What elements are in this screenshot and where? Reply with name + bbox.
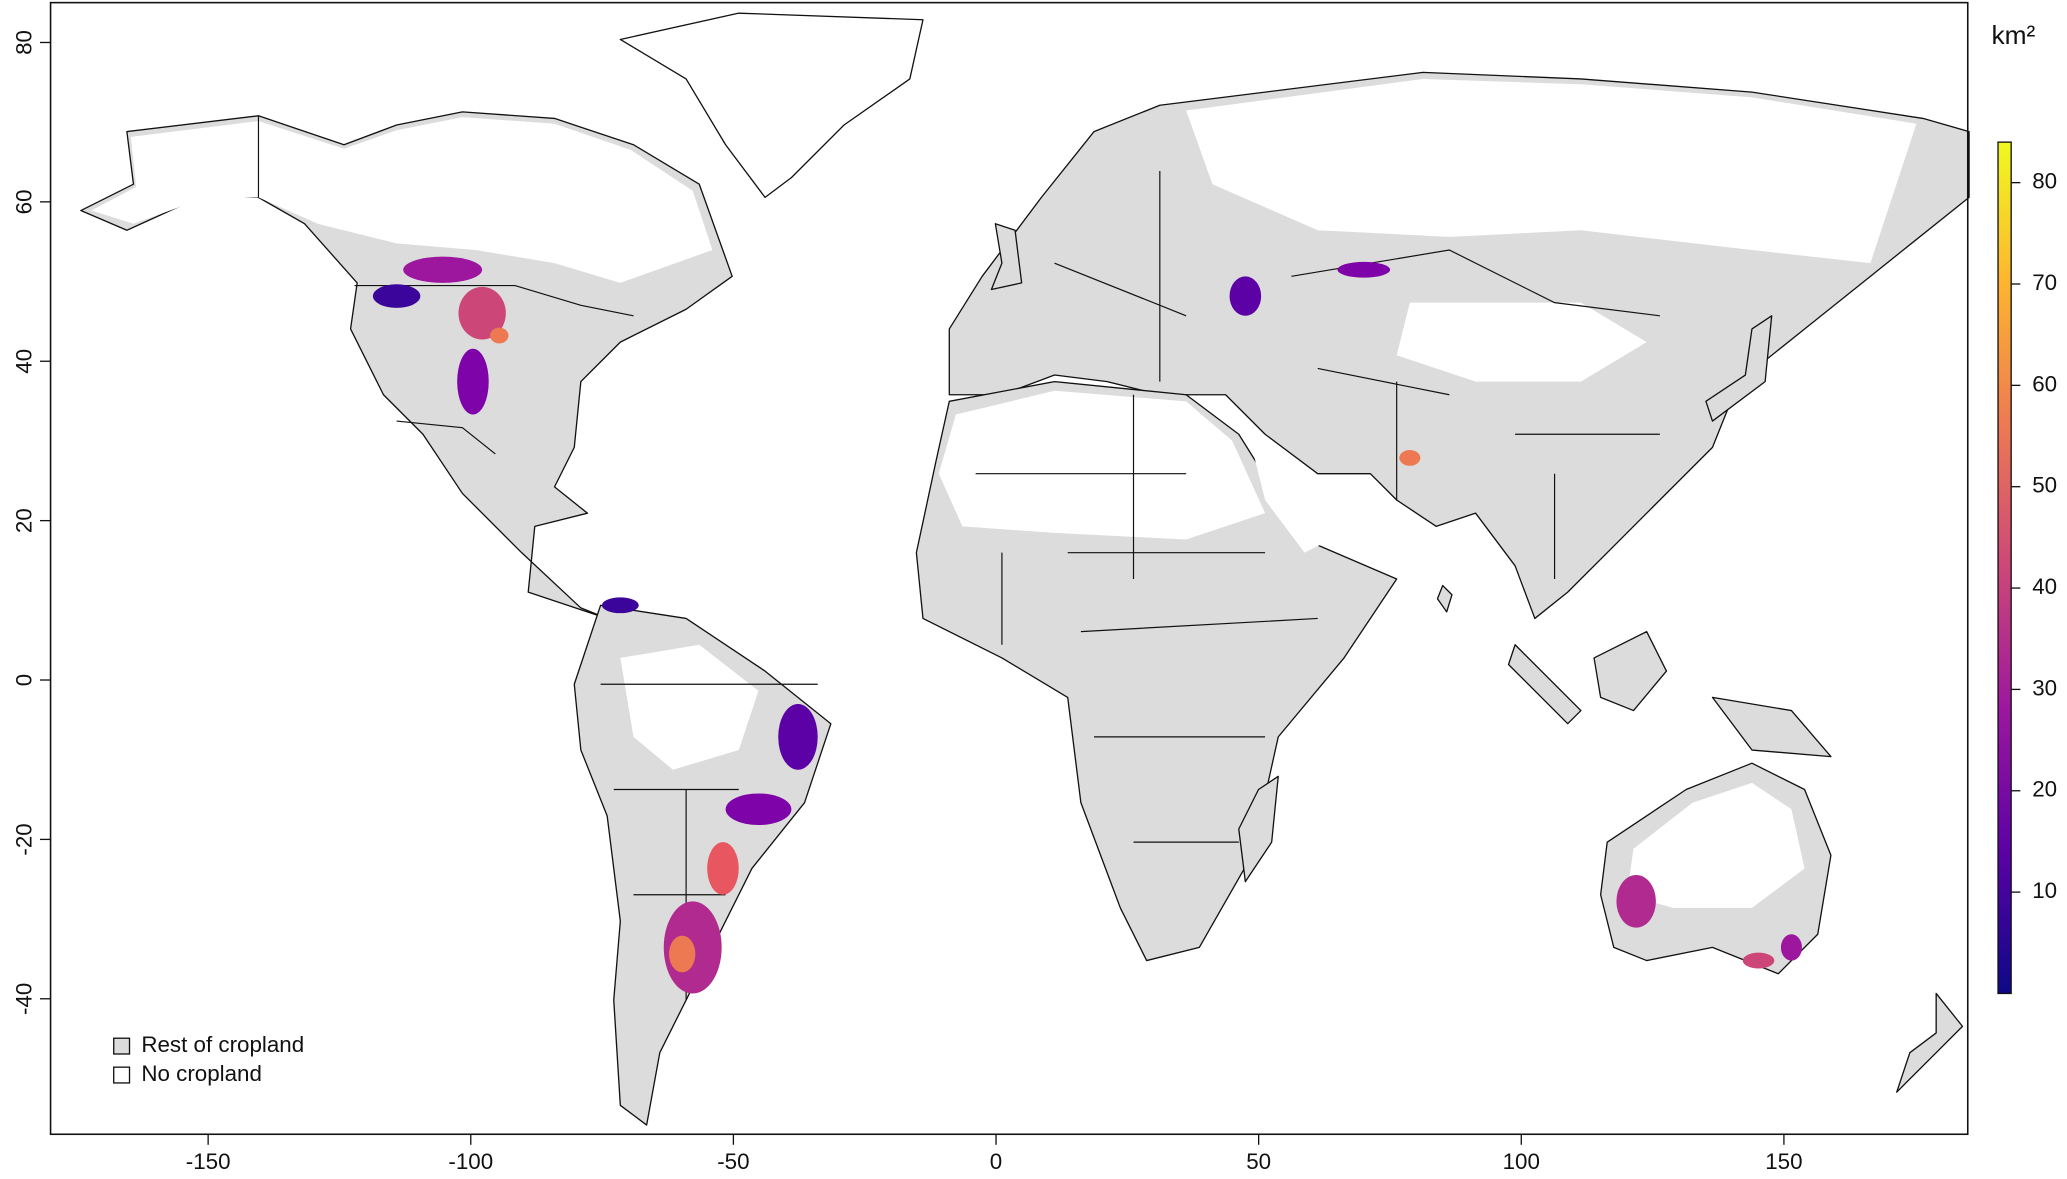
britain [990,223,1023,291]
colorbar-tick-label: 10 [2032,878,2057,903]
greenland [619,12,924,199]
african-borders [975,394,1318,843]
colorbar-tick-label: 30 [2032,675,2057,700]
hotspot [403,256,483,283]
cropland-hotspots [372,256,1802,994]
colorbar-tick-label: 50 [2032,473,2057,498]
eurasian-borders [1054,171,1660,579]
y-tick-label: -20 [11,823,36,855]
sri-lanka [1436,584,1453,613]
hotspot [1780,934,1802,961]
north-america-no-crop [91,117,713,283]
colorbar [1997,141,2012,995]
legend-label: No cropland [141,1061,262,1086]
y-tick-label: -40 [11,983,36,1015]
colorbar-tick-label: 60 [2032,371,2057,396]
hotspot [458,286,506,340]
y-tick-label: 40 [11,349,36,374]
hotspot [457,348,489,415]
hotspot [669,935,696,973]
new-guinea [1711,696,1832,758]
hotspot [1399,450,1421,466]
landmasses [80,12,1970,1126]
sumatra [1507,644,1582,725]
central-asia-no-crop [1396,302,1647,382]
hotspot [707,842,739,895]
x-tick-label: -150 [186,1149,231,1174]
amazon-no-crop [620,644,759,770]
legend-swatch [113,1066,131,1084]
x-tick-label: 50 [1246,1149,1271,1174]
australia-no-crop [1626,782,1805,908]
x-tick-label: -50 [717,1149,749,1174]
legend-swatch [113,1037,131,1055]
borders [257,115,1660,1001]
colorbar-tick-label: 20 [2032,777,2057,802]
south-american-borders [600,683,818,1001]
y-tick-label: 60 [11,189,36,214]
hotspot [490,327,509,344]
plot-frame [49,1,1969,1136]
colorbar-title: km² [1991,20,2035,50]
legend-label: Rest of cropland [141,1032,304,1057]
y-tick-label: 20 [11,508,36,533]
us-canada-border [257,115,634,317]
hotspot [1742,952,1775,969]
hotspot [372,284,421,308]
hotspot [1229,276,1262,316]
arabia-no-crop [1251,447,1358,553]
x-tick-label: 150 [1765,1149,1802,1174]
colorbar-tick-label: 70 [2032,270,2057,295]
colorbar-tick-label: 40 [2032,574,2057,599]
sahara-no-crop [938,390,1266,540]
japan [1705,315,1773,422]
us-mexico-border [396,420,496,455]
hotspot [778,703,818,770]
x-tick-label: -100 [448,1149,493,1174]
borneo [1593,630,1668,712]
hotspot [1337,261,1391,278]
y-tick-label: 80 [11,30,36,55]
y-tick-label: 0 [11,674,36,686]
madagascar [1238,775,1279,883]
x-tick-label: 100 [1503,1149,1540,1174]
hotspot [601,597,639,614]
hotspot [725,793,792,826]
hotspot [1616,875,1656,928]
x-tick-label: 0 [990,1149,1002,1174]
new-zealand [1896,992,1964,1093]
colorbar-tick-label: 80 [2032,169,2057,194]
siberia-no-crop [1186,78,1917,264]
